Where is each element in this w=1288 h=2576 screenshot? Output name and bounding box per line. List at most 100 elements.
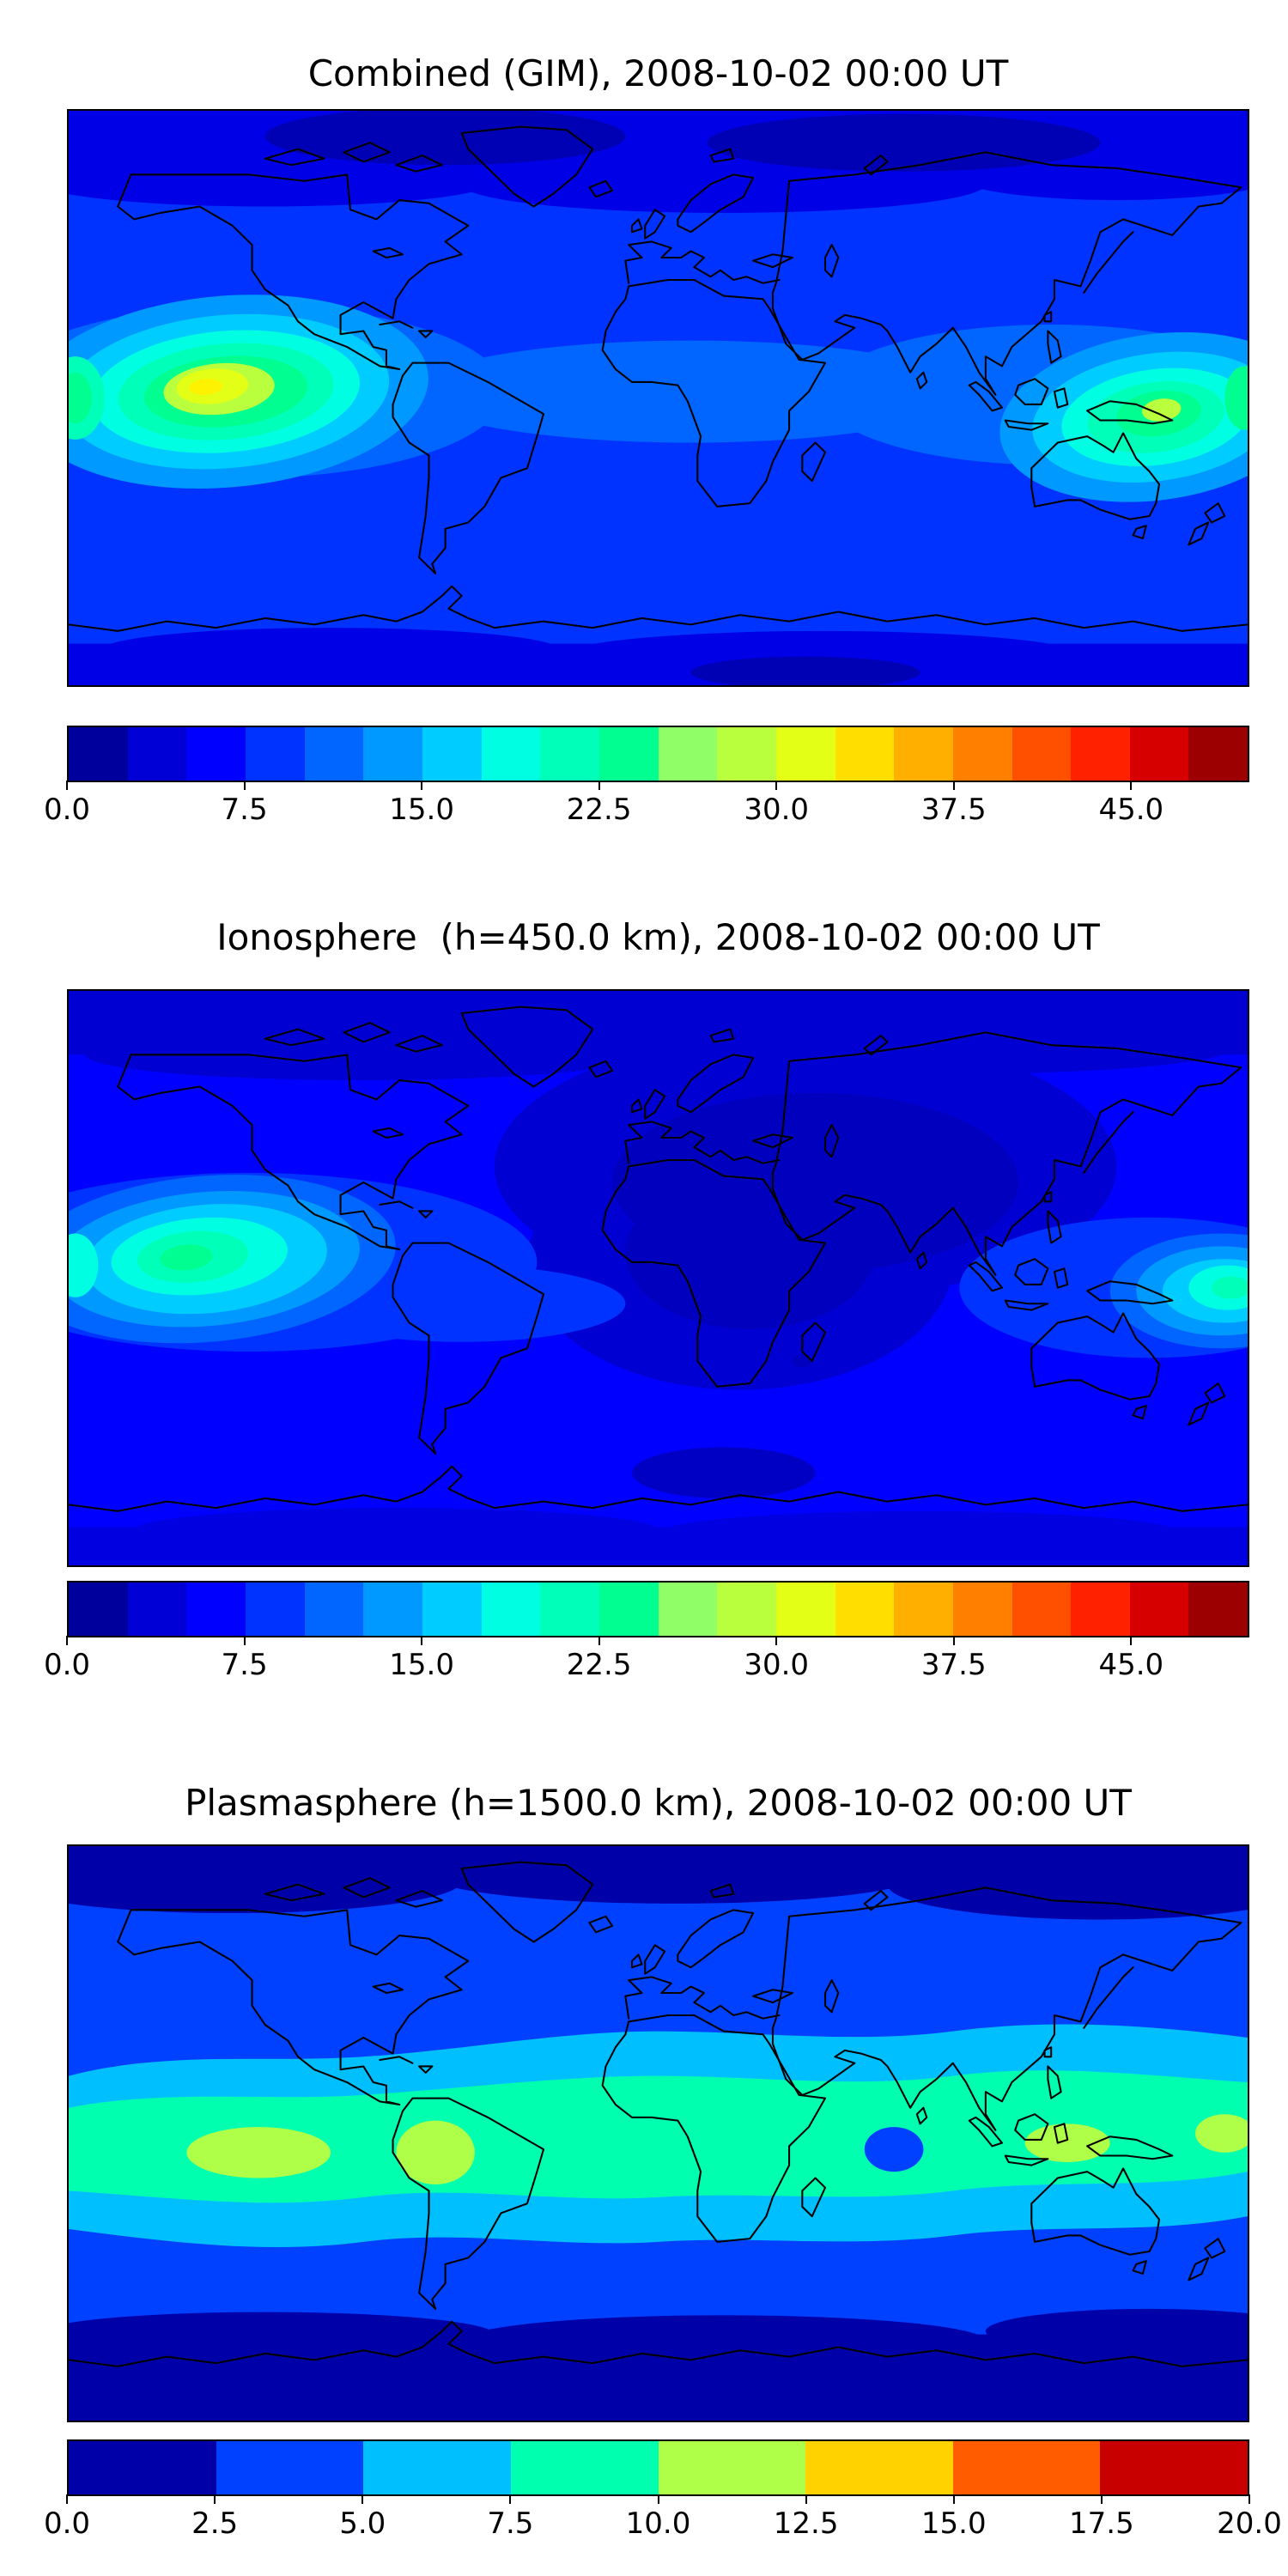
- colorbar-segment: [658, 1583, 718, 1636]
- colorbar-segment: [598, 1583, 659, 1636]
- panel-3-colorbar: [67, 2439, 1249, 2496]
- colorbar-tick-mark: [243, 781, 246, 790]
- tec-left-edge-wrap: [69, 1233, 99, 1297]
- colorbar-tick-label: 45.0: [1098, 1648, 1164, 1682]
- colorbar-segment: [952, 2441, 1101, 2494]
- colorbar-segment: [363, 1583, 422, 1636]
- colorbar-tick-label: 30.0: [744, 1648, 810, 1682]
- colorbar-segment: [1100, 2441, 1248, 2494]
- colorbar-segment: [1188, 1583, 1249, 1636]
- tec-indian-ocean-low-spot: [864, 2127, 924, 2172]
- colorbar-tick-label: 7.5: [221, 1648, 268, 1682]
- colorbar-segment: [304, 1583, 364, 1636]
- tec-west-pacific-hotspot: [1109, 1233, 1248, 1349]
- colorbar-segment: [304, 727, 364, 781]
- colorbar-segment: [952, 1583, 1012, 1636]
- panel-1-colorbar-ticks: 0.0 7.5 15.0 22.5 30.0 37.5 45.0: [44, 781, 1249, 841]
- colorbar-segment: [540, 727, 599, 781]
- panel-2-colorbar: [67, 1581, 1249, 1637]
- colorbar-segment: [1071, 1583, 1130, 1636]
- colorbar-segment: [245, 727, 305, 781]
- colorbar-tick-mark: [952, 2494, 955, 2504]
- colorbar-tick-label: 15.0: [920, 2506, 987, 2541]
- colorbar-segment: [363, 2441, 511, 2494]
- tec-pacific-hotspot: [69, 1175, 396, 1344]
- colorbar-tick-mark: [805, 2494, 807, 2504]
- colorbar-segment: [422, 1583, 482, 1636]
- colorbar-segment: [186, 727, 246, 781]
- colorbar-segment: [717, 1583, 776, 1636]
- colorbar-segment: [481, 1583, 541, 1636]
- colorbar-segment: [1012, 1583, 1072, 1636]
- colorbar-segment: [598, 727, 659, 781]
- colorbar-segment: [658, 727, 718, 781]
- colorbar-tick-label: 7.5: [487, 2506, 534, 2541]
- colorbar-segment: [69, 727, 128, 781]
- colorbar-tick-label: 15.0: [389, 1648, 454, 1682]
- colorbar-tick-mark: [657, 2494, 659, 2504]
- colorbar-segment: [69, 2441, 216, 2494]
- colorbar-tick-mark: [775, 1636, 778, 1645]
- colorbar-tick-mark: [598, 1636, 600, 1645]
- colorbar-tick-mark: [1249, 2494, 1250, 2504]
- tec-right-edge-wrap: [1224, 366, 1248, 430]
- colorbar-tick-mark: [421, 1636, 423, 1645]
- colorbar-tick-label: 20.0: [1217, 2506, 1282, 2541]
- colorbar-segment: [894, 1583, 953, 1636]
- tec-polar-low-north: [69, 111, 1248, 213]
- tec-polar-low-south: [69, 2308, 1248, 2421]
- tec-polar-low-north: [69, 991, 1248, 1081]
- colorbar-segment: [540, 1583, 599, 1636]
- colorbar-segment: [186, 1583, 246, 1636]
- colorbar-tick-mark: [1100, 2494, 1103, 2504]
- colorbar-segment: [1129, 727, 1189, 781]
- colorbar-tick-mark: [66, 1636, 68, 1645]
- colorbar-segment: [717, 727, 776, 781]
- panel-2-map-svg: [69, 991, 1248, 1565]
- panel-3-map-svg: [69, 1846, 1248, 2421]
- colorbar-segment: [658, 2441, 806, 2494]
- colorbar-segment: [894, 727, 953, 781]
- colorbar-tick-mark: [775, 781, 778, 790]
- colorbar-segment: [775, 1583, 835, 1636]
- colorbar-tick-label: 22.5: [566, 1648, 632, 1682]
- tec-yellow-green-maxima: [186, 2114, 1248, 2184]
- colorbar-tick-label: 17.5: [1069, 2506, 1134, 2541]
- tec-equatorial-band-inner: [69, 2070, 1248, 2203]
- colorbar-tick-mark: [952, 1636, 955, 1645]
- colorbar-tick-label: 12.5: [773, 2506, 839, 2541]
- panel-1-title: Combined (GIM), 2008-10-02 00:00 UT: [307, 52, 1009, 94]
- colorbar-segment: [1071, 727, 1130, 781]
- colorbar-segment: [127, 727, 187, 781]
- colorbar-segment: [69, 1583, 128, 1636]
- colorbar-tick-mark: [421, 781, 423, 790]
- colorbar-tick-mark: [243, 1636, 246, 1645]
- colorbar-tick-label: 5.0: [339, 2506, 386, 2541]
- colorbar-segment: [1012, 727, 1072, 781]
- colorbar-segment: [1188, 727, 1249, 781]
- panel-1-map-svg: [69, 111, 1248, 685]
- colorbar-segment: [422, 727, 482, 781]
- colorbar-segment: [127, 1583, 187, 1636]
- panel-2-map: [67, 989, 1249, 1567]
- panel-3-title: Plasmasphere (h=1500.0 km), 2008-10-02 0…: [185, 1782, 1132, 1824]
- colorbar-tick-mark: [952, 781, 955, 790]
- colorbar-tick-label: 37.5: [920, 793, 987, 827]
- colorbar-segment: [216, 2441, 364, 2494]
- colorbar-tick-mark: [214, 2494, 216, 2504]
- colorbar-tick-mark: [509, 2494, 512, 2504]
- panel-3-map: [67, 1844, 1249, 2422]
- colorbar-tick-mark: [66, 781, 68, 790]
- colorbar-tick-mark: [66, 2494, 68, 2504]
- panel-1-colorbar: [67, 726, 1249, 782]
- tec-indian-ocean-dot: [792, 1354, 812, 1368]
- colorbar-tick-label: 30.0: [744, 793, 810, 827]
- colorbar-tick-label: 15.0: [389, 793, 454, 827]
- colorbar-tick-label: 45.0: [1098, 793, 1164, 827]
- colorbar-tick-label: 7.5: [221, 793, 268, 827]
- colorbar-tick-label: 0.0: [43, 2506, 91, 2541]
- panel-1-map: [67, 109, 1249, 687]
- colorbar-tick-label: 37.5: [920, 1648, 987, 1682]
- colorbar-segment: [835, 1583, 895, 1636]
